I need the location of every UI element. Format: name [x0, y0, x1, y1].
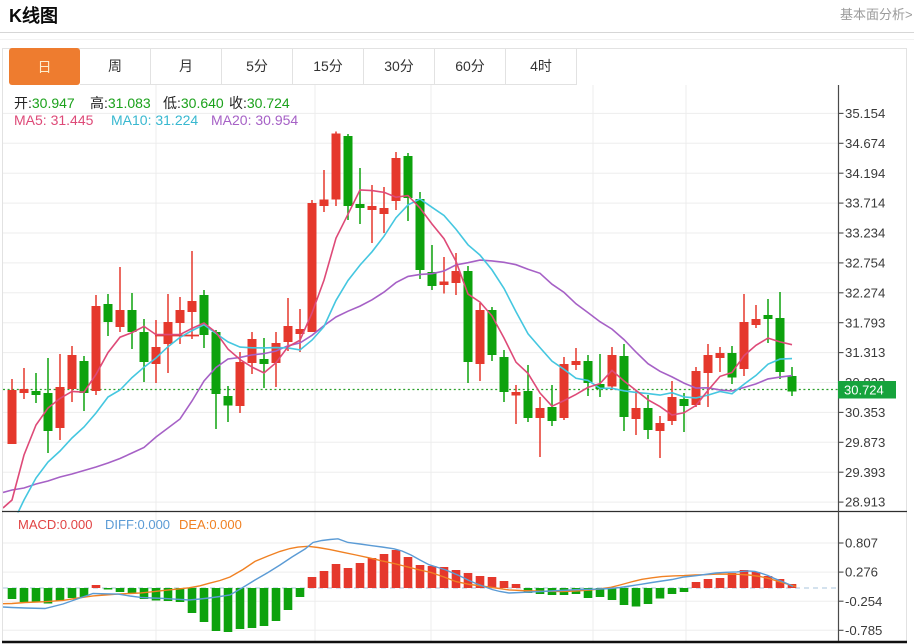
svg-text:32.274: 32.274: [845, 285, 885, 300]
svg-text:29.393: 29.393: [845, 465, 885, 480]
svg-text:32.754: 32.754: [845, 256, 885, 271]
svg-text:29.873: 29.873: [845, 435, 885, 450]
svg-text:28.913: 28.913: [845, 495, 885, 510]
svg-text:33.714: 33.714: [845, 196, 885, 211]
svg-text:-0.254: -0.254: [845, 594, 882, 609]
svg-text:34.194: 34.194: [845, 166, 885, 181]
svg-text:33.234: 33.234: [845, 226, 885, 241]
svg-text:30.353: 30.353: [845, 405, 885, 420]
svg-text:35.154: 35.154: [845, 106, 885, 121]
svg-text:0.276: 0.276: [845, 565, 878, 580]
svg-text:31.313: 31.313: [845, 345, 885, 360]
svg-text:34.674: 34.674: [845, 136, 885, 151]
svg-text:-0.785: -0.785: [845, 623, 882, 638]
svg-text:31.793: 31.793: [845, 315, 885, 330]
svg-text:0.807: 0.807: [845, 536, 878, 551]
svg-text:30.724: 30.724: [844, 383, 884, 398]
